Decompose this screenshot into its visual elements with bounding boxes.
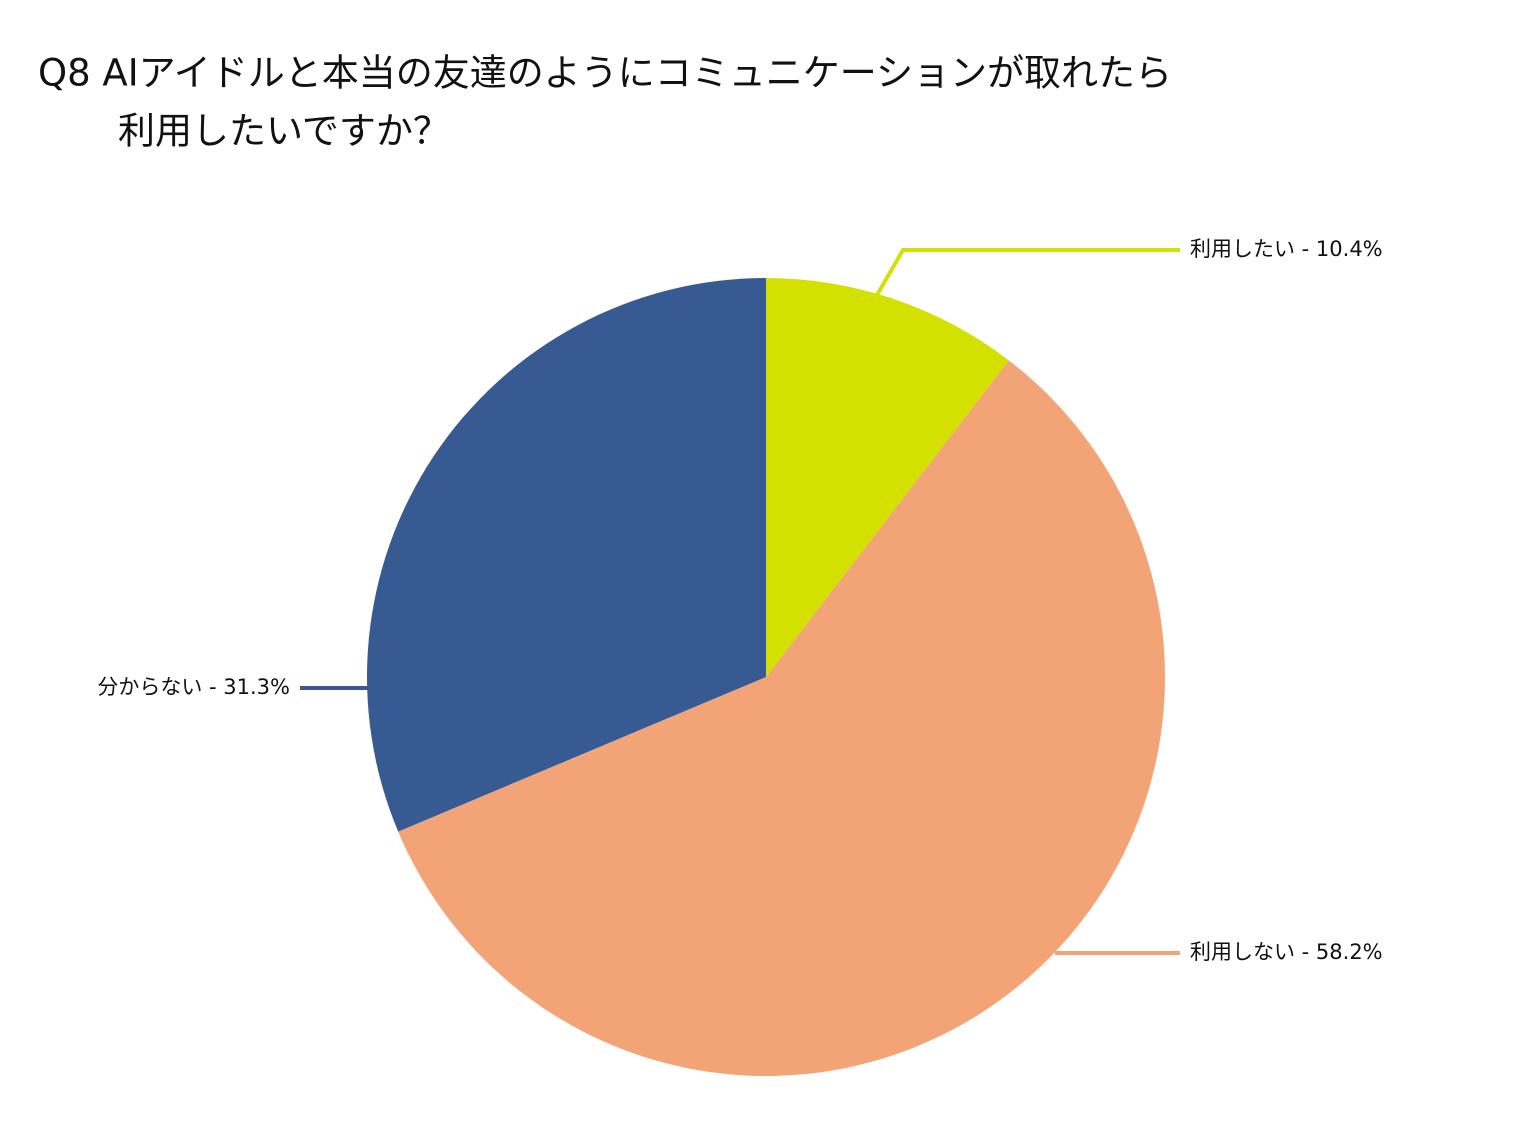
slice-label: 利用したい - 10.4%: [1190, 237, 1383, 261]
chart-title: 利用したいですか？: [118, 110, 450, 153]
leader-line: [875, 248, 1180, 297]
slice-label: 利用しない - 58.2%: [1190, 940, 1383, 964]
chart-title: Q8 AIアイドルと本当の友達のようにコミュニケーションが取れたら: [38, 52, 1172, 95]
pie-slice: [398, 360, 1165, 1077]
slice-label: 分からない - 31.3%: [97, 675, 290, 699]
pie-slice: [366, 278, 766, 832]
pie-slice: [766, 278, 1009, 677]
